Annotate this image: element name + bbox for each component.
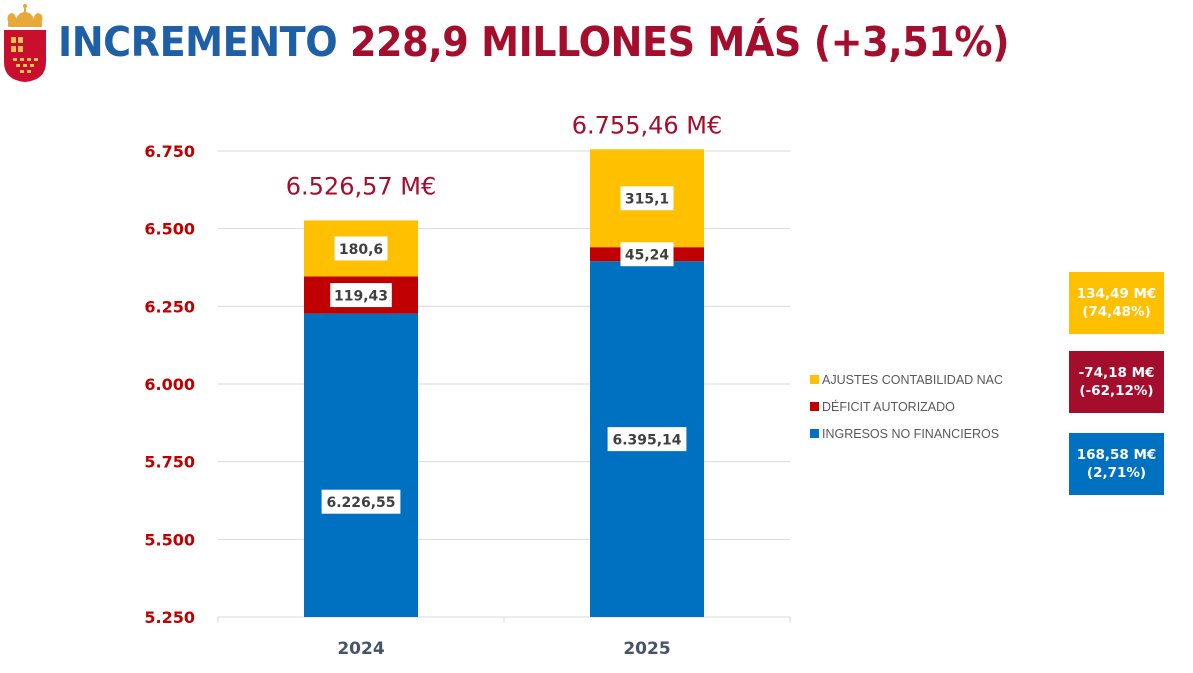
data-label-background xyxy=(620,242,674,267)
data-label-background xyxy=(334,236,388,261)
data-label: 6.226,55 xyxy=(326,495,395,511)
title-part-amount: 228,9 MILLONES MÁS (+3,51%) xyxy=(349,18,1010,66)
legend-item-deficit: DÉFICIT AUTORIZADO xyxy=(810,393,1003,420)
delta-box-ajustes: 134,49 M€ (74,48%) xyxy=(1069,272,1164,334)
data-label-background xyxy=(607,427,687,452)
delta-box-ingresos: 168,58 M€ (2,71%) xyxy=(1069,433,1164,495)
y-tick-label: 6.250 xyxy=(144,297,195,316)
total-label-2024: 6.526,57 M€ xyxy=(286,172,436,200)
legend-item-ajustes: AJUSTES CONTABILIDAD NAC xyxy=(810,366,1003,393)
title-part-increment: INCREMENTO xyxy=(58,18,338,66)
y-tick-label: 6.750 xyxy=(144,142,195,161)
bar-segment-ingresos-no-financieros-2024 xyxy=(304,313,418,617)
data-label-background xyxy=(321,489,401,514)
data-label: 45,24 xyxy=(625,248,670,264)
delta-box-deficit: -74,18 M€ (-62,12%) xyxy=(1069,351,1164,413)
x-tick-label: 2025 xyxy=(623,639,670,659)
legend-swatch-ajustes xyxy=(810,375,819,384)
total-label-2025: 6.755,46 M€ xyxy=(572,111,722,139)
y-tick-label: 5.500 xyxy=(144,530,195,549)
legend-item-ingresos: INGRESOS NO FINANCIEROS xyxy=(810,420,1003,447)
delta-percent-deficit: (-62,12%) xyxy=(1079,383,1154,399)
delta-amount-deficit: -74,18 M€ xyxy=(1078,365,1155,381)
page-title: INCREMENTO 228,9 MILLONES MÁS (+3,51%) xyxy=(58,18,1010,66)
y-tick-label: 5.250 xyxy=(144,608,195,627)
delta-amount-ingresos: 168,58 M€ xyxy=(1076,447,1157,463)
legend-swatch-deficit xyxy=(810,402,819,411)
chart-legend: AJUSTES CONTABILIDAD NAC DÉFICIT AUTORIZ… xyxy=(810,366,1003,447)
legend-label-ingresos: INGRESOS NO FINANCIEROS xyxy=(822,426,1000,441)
y-tick-label: 6.500 xyxy=(144,220,195,239)
y-tick-label: 6.000 xyxy=(144,375,195,394)
murcia-coat-of-arms-icon xyxy=(4,4,46,82)
delta-percent-ajustes: (74,48%) xyxy=(1082,304,1151,320)
x-tick-label: 2024 xyxy=(337,639,384,659)
data-label: 315,1 xyxy=(625,192,669,208)
data-label: 6.395,14 xyxy=(612,433,681,449)
legend-label-deficit: DÉFICIT AUTORIZADO xyxy=(822,399,955,414)
data-label-background xyxy=(620,186,674,211)
legend-label-ajustes: AJUSTES CONTABILIDAD NAC xyxy=(822,372,1004,387)
y-tick-label: 5.750 xyxy=(144,453,195,472)
data-label-background xyxy=(330,283,392,308)
data-label: 119,43 xyxy=(334,289,388,305)
delta-amount-ajustes: 134,49 M€ xyxy=(1076,286,1157,302)
delta-percent-ingresos: (2,71%) xyxy=(1086,465,1147,481)
legend-swatch-ingresos xyxy=(810,429,819,438)
data-label: 180,6 xyxy=(339,242,383,258)
